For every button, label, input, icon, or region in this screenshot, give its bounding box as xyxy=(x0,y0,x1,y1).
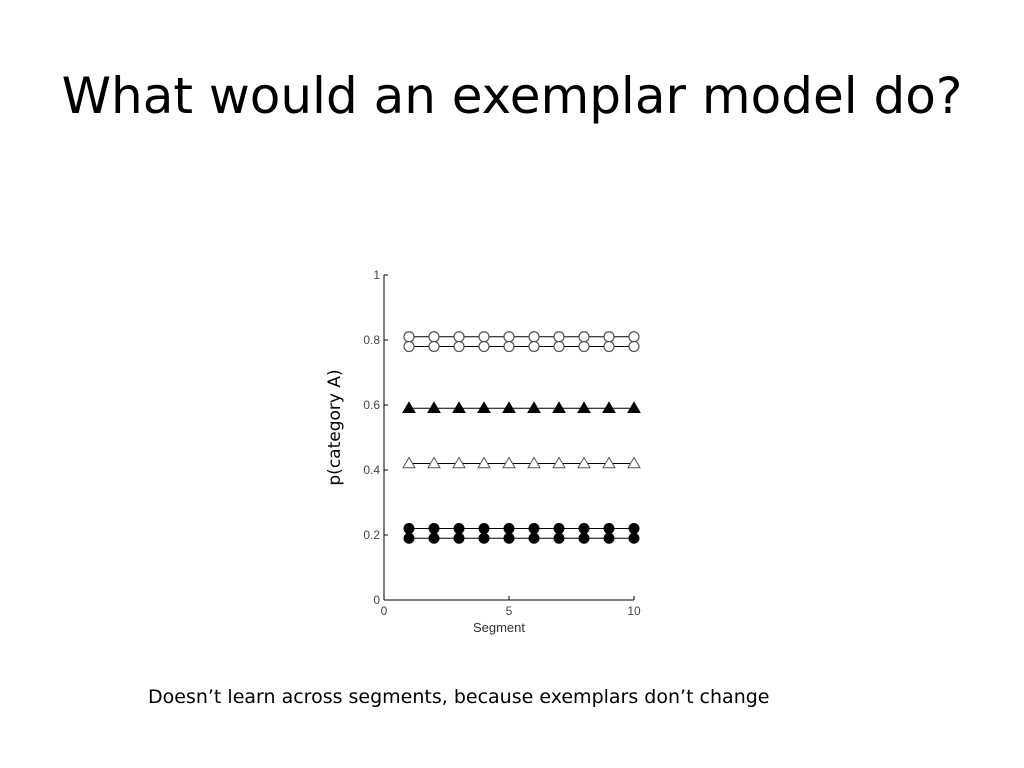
data-point xyxy=(627,401,641,413)
data-point xyxy=(603,331,615,343)
data-point xyxy=(528,532,540,544)
data-point xyxy=(603,340,615,353)
data-point xyxy=(402,456,416,469)
data-point xyxy=(602,456,616,469)
data-point xyxy=(602,401,616,413)
data-point xyxy=(403,523,415,534)
data-point xyxy=(552,456,566,469)
data-point xyxy=(453,523,465,534)
data-point xyxy=(603,532,615,544)
data-point xyxy=(578,331,590,343)
data-point xyxy=(428,340,440,353)
data-point xyxy=(527,456,541,469)
data-point xyxy=(403,532,415,544)
data-point xyxy=(453,532,465,544)
y-tick-label: 0.6 xyxy=(363,398,380,412)
data-point xyxy=(552,401,566,413)
data-point xyxy=(603,523,615,534)
data-point xyxy=(528,523,540,534)
data-point xyxy=(503,331,515,343)
data-point xyxy=(578,340,590,353)
data-point xyxy=(577,401,591,413)
data-point xyxy=(427,401,441,413)
data-point xyxy=(553,532,565,544)
data-point xyxy=(478,523,490,534)
data-point xyxy=(628,532,640,544)
data-point xyxy=(577,456,591,469)
x-axis-label: Segment xyxy=(473,620,525,635)
data-point xyxy=(428,523,440,534)
data-point xyxy=(478,331,490,343)
data-point xyxy=(452,456,466,469)
data-point xyxy=(453,331,465,343)
chart: 0 0.2 0.4 0.6 0.8 1 0 5 10 Segment p(category A) xyxy=(300,255,680,655)
data-point xyxy=(628,340,640,353)
data-point xyxy=(478,340,490,353)
data-point xyxy=(503,532,515,544)
slide-title: What would an exemplar model do? xyxy=(61,67,963,125)
y-axis-label: p(category A) xyxy=(325,369,345,485)
data-point xyxy=(477,401,491,413)
data-point xyxy=(553,331,565,343)
x-tick-label: 0 xyxy=(381,604,388,618)
y-tick-label: 0.8 xyxy=(363,333,380,347)
data-point xyxy=(628,331,640,343)
data-point xyxy=(478,532,490,544)
data-point xyxy=(553,523,565,534)
data-point xyxy=(403,340,415,353)
data-point xyxy=(503,340,515,353)
data-point xyxy=(427,456,441,469)
data-point xyxy=(553,340,565,353)
data-point xyxy=(428,331,440,343)
data-point xyxy=(528,331,540,343)
data-point xyxy=(403,331,415,343)
data-point xyxy=(627,456,641,469)
data-point xyxy=(628,523,640,534)
data-point xyxy=(578,523,590,534)
y-tick-label: 1 xyxy=(373,268,380,282)
x-tick-label: 5 xyxy=(506,604,513,618)
y-tick-label: 0.4 xyxy=(363,463,380,477)
data-point xyxy=(402,401,416,413)
data-point xyxy=(502,456,516,469)
data-point xyxy=(452,401,466,413)
data-point xyxy=(502,401,516,413)
data-point xyxy=(428,532,440,544)
data-point xyxy=(453,340,465,353)
data-point xyxy=(528,340,540,353)
data-point xyxy=(527,401,541,413)
slide-caption: Doesn’t learn across segments, because e… xyxy=(148,686,770,708)
data-point xyxy=(477,456,491,469)
y-tick-label: 0.2 xyxy=(363,528,380,542)
data-point xyxy=(578,532,590,544)
y-tick-label: 0 xyxy=(373,593,380,607)
data-point xyxy=(503,523,515,534)
x-tick-label: 10 xyxy=(627,604,641,618)
